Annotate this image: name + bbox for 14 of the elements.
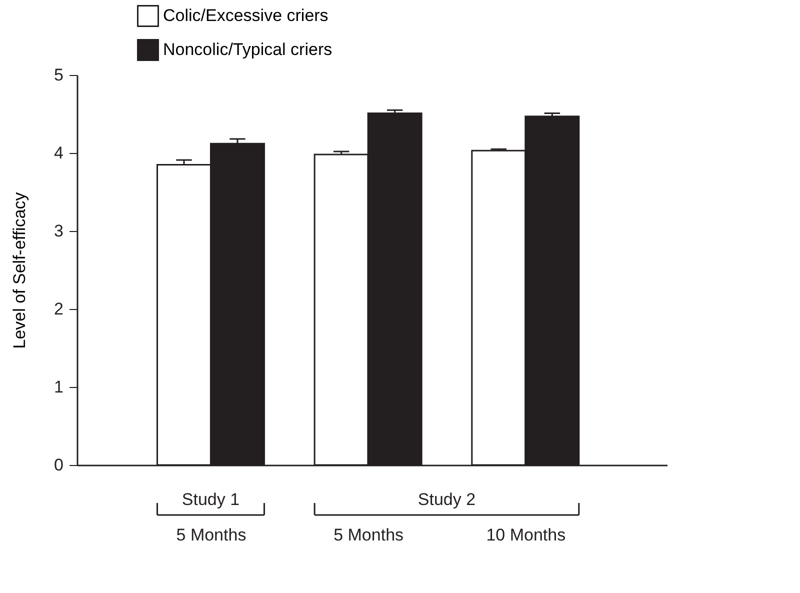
x-tick-label: 5 Months <box>176 526 246 544</box>
legend-label: Noncolic/Typical criers <box>163 40 332 59</box>
text: Study 2 <box>418 490 476 509</box>
y-tick-label: 5 <box>54 66 64 84</box>
y-tick-label: 3 <box>54 222 64 240</box>
x-tick-label: 5 Months <box>334 526 404 544</box>
y-tick-label: 0 <box>54 456 64 474</box>
y-tick-label: 1 <box>54 378 64 396</box>
y-tick-label: 4 <box>54 144 64 162</box>
y-axis-title: Level of Self-efficacy <box>10 192 30 349</box>
text: Study 1 <box>182 490 240 509</box>
legend-label: Colic/Excessive criers <box>163 6 328 25</box>
y-tick-label: 2 <box>54 300 64 318</box>
x-tick-label: 10 Months <box>486 526 566 544</box>
